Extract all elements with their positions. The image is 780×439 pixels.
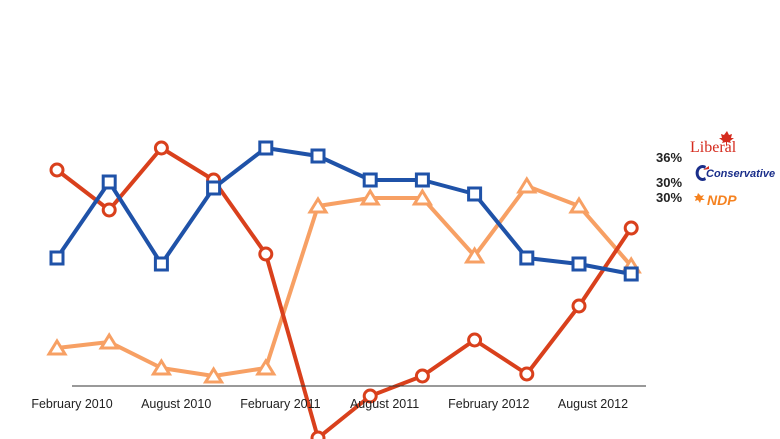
- data-point-liberal: [101, 202, 117, 218]
- x-tick-label: August 2010: [141, 397, 211, 411]
- series-line-conservative: [55, 146, 632, 276]
- x-tick-label: February 2010: [31, 397, 112, 411]
- series-ndp: [46, 176, 642, 384]
- legend-label-ndp: NDP: [707, 192, 737, 208]
- legend-label-liberal: Liberal: [690, 139, 737, 156]
- x-tick-label: February 2012: [448, 397, 529, 411]
- data-point-conservative: [153, 256, 169, 272]
- legend: Liberal Conservative NDP: [690, 131, 775, 208]
- conservative-c-icon: [695, 165, 706, 181]
- data-point-ndp: [411, 188, 434, 206]
- data-point-liberal: [258, 246, 274, 262]
- data-point-conservative: [258, 140, 274, 156]
- series-line-liberal: [55, 146, 633, 439]
- data-point-liberal: [362, 388, 378, 404]
- data-point-liberal: [49, 162, 65, 178]
- series-layer: [46, 140, 642, 439]
- data-point-conservative: [310, 148, 326, 164]
- data-point-liberal: [310, 430, 326, 439]
- data-point-ndp: [150, 358, 173, 376]
- data-point-liberal: [414, 368, 430, 384]
- legend-label-conservative: Conservative: [706, 168, 775, 180]
- series-line-ndp: [56, 184, 633, 378]
- x-tick-label: February 2011: [240, 397, 320, 411]
- data-point-ndp: [568, 196, 590, 214]
- end-label-liberal: 36%: [656, 150, 682, 165]
- end-label-conservative: 30%: [656, 175, 682, 190]
- data-point-ndp: [516, 176, 538, 194]
- end-label-ndp: 30%: [656, 190, 682, 205]
- data-point-conservative: [467, 186, 483, 202]
- data-point-ndp: [46, 338, 68, 356]
- x-tick-labels: February 2010 August 2010 February 2011 Aug…: [31, 397, 628, 411]
- data-point-conservative: [519, 250, 535, 266]
- series-liberal: [49, 140, 639, 439]
- data-point-ndp: [255, 358, 277, 376]
- x-tick-label: August 2012: [558, 397, 628, 411]
- legend-ndp: NDP: [694, 192, 737, 208]
- ndp-leaf-icon: [694, 193, 705, 203]
- data-point-conservative: [101, 174, 117, 190]
- data-point-liberal: [623, 220, 639, 236]
- data-point-ndp: [98, 332, 120, 350]
- x-tick-label: August 2011: [350, 397, 419, 411]
- legend-conservative: Conservative: [695, 165, 775, 181]
- data-point-ndp: [307, 196, 329, 214]
- legend-liberal: Liberal: [690, 131, 737, 156]
- data-point-conservative: [571, 256, 587, 272]
- conservative-c-accent: [703, 166, 709, 170]
- data-point-ndp: [463, 246, 486, 264]
- data-point-conservative: [414, 172, 430, 188]
- data-point-conservative: [206, 180, 222, 196]
- data-point-ndp: [359, 188, 381, 206]
- data-point-conservative: [49, 250, 65, 266]
- data-point-liberal: [467, 332, 483, 348]
- data-point-conservative: [623, 266, 639, 282]
- data-point-liberal: [571, 298, 587, 314]
- maple-leaf-icon: [719, 131, 734, 145]
- data-point-liberal: [519, 366, 535, 382]
- data-point-conservative: [362, 172, 378, 188]
- data-point-ndp: [202, 366, 225, 384]
- series-conservative: [49, 140, 639, 282]
- data-point-liberal: [153, 140, 169, 156]
